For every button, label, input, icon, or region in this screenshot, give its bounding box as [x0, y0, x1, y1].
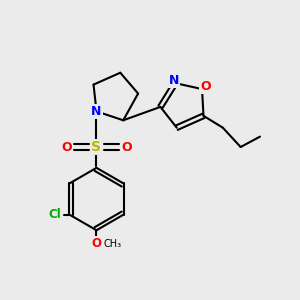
- Text: S: S: [92, 140, 101, 154]
- Text: N: N: [169, 74, 179, 87]
- Text: O: O: [92, 237, 101, 250]
- Text: CH₃: CH₃: [103, 239, 121, 249]
- Text: O: O: [200, 80, 211, 93]
- Text: Cl: Cl: [48, 208, 61, 221]
- Text: O: O: [61, 140, 72, 154]
- Text: N: N: [91, 105, 102, 118]
- Text: O: O: [121, 140, 131, 154]
